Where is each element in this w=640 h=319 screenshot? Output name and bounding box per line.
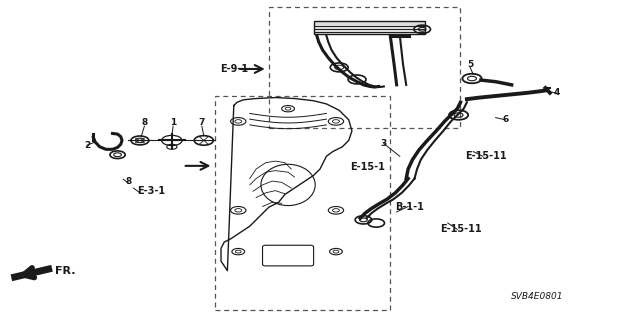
Text: 5: 5 <box>467 60 473 69</box>
Text: FR.: FR. <box>55 266 76 276</box>
Text: 7: 7 <box>198 118 205 128</box>
Text: E-9-1: E-9-1 <box>220 64 248 74</box>
Text: 3: 3 <box>381 139 387 148</box>
Bar <box>214 96 390 310</box>
Text: 2: 2 <box>84 141 90 150</box>
Text: B-1-1: B-1-1 <box>395 202 424 212</box>
Text: SVB4E0801: SVB4E0801 <box>511 292 563 300</box>
Bar <box>314 21 426 34</box>
Text: 8: 8 <box>125 177 132 186</box>
Text: E-15-1: E-15-1 <box>351 162 385 173</box>
Text: 1: 1 <box>170 118 176 128</box>
Text: 6: 6 <box>502 115 508 124</box>
Text: E-15-11: E-15-11 <box>440 224 481 234</box>
Text: E-3-1: E-3-1 <box>137 186 165 196</box>
Bar <box>314 21 426 34</box>
Text: 8: 8 <box>141 118 147 128</box>
Text: 4: 4 <box>553 88 559 97</box>
Bar <box>269 7 461 128</box>
Text: E-15-11: E-15-11 <box>465 151 507 161</box>
